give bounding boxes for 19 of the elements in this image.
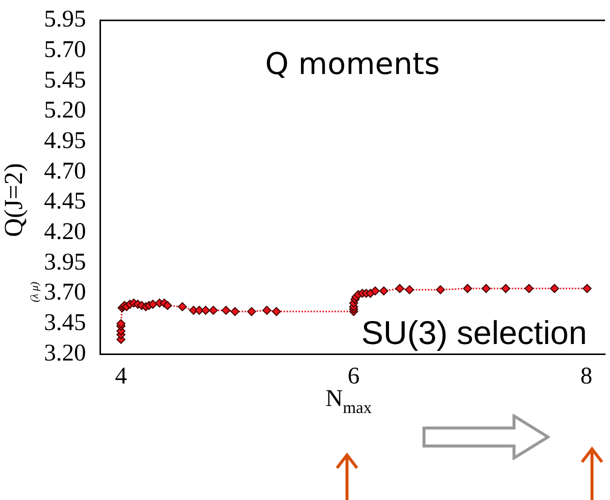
y-tick-label: 5.70 <box>44 37 86 64</box>
y-tick-label: 5.20 <box>44 98 86 124</box>
y-tick-label: 4.45 <box>44 188 86 215</box>
y-tick-label: 3.95 <box>44 249 86 276</box>
x-tick-label: 4 <box>114 364 127 390</box>
y-tick-label: 4.95 <box>44 128 86 154</box>
y-tick-label: 3.70 <box>44 280 86 306</box>
y-axis-title: Q(J=2) <box>0 163 28 237</box>
y-tick-label: 4.70 <box>44 158 86 184</box>
y-tick-label: 5.95 <box>44 6 86 33</box>
y-tick-label: 4.20 <box>44 218 86 245</box>
y-tick-label: 5.45 <box>44 67 86 94</box>
annotation: SU(3) selection <box>361 314 587 351</box>
x-tick-label: 8 <box>580 364 592 390</box>
y-tick-label: 3.45 <box>44 310 86 336</box>
y-tick-label: 3.20 <box>44 340 86 366</box>
text: (λ μ) <box>28 281 41 302</box>
text: Q moments <box>265 47 440 82</box>
x-tick-label: 6 <box>348 364 360 390</box>
